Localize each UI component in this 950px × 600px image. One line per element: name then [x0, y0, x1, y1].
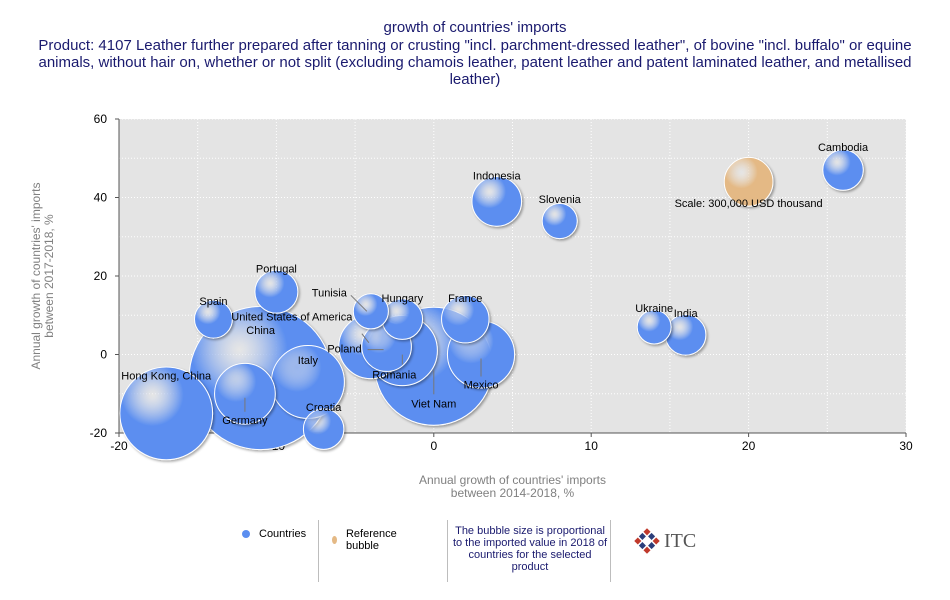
- y-axis-title: between 2017-2018, %: [42, 214, 56, 338]
- bubble-spain[interactable]: [194, 299, 233, 339]
- bubble-label: Romania: [372, 370, 417, 382]
- bubble-label: Slovenia: [539, 194, 582, 206]
- bubble-label: Tunisia: [312, 287, 348, 299]
- bubble-scale-300-000-usd-thousand[interactable]: [723, 156, 774, 207]
- x-tick-label: 0: [430, 439, 437, 453]
- bubble-label: Poland: [327, 344, 361, 356]
- bubble-hong-kong-china[interactable]: [119, 366, 214, 461]
- bubble-label: United States of America: [231, 312, 353, 324]
- legend-item-reference[interactable]: Reference bubble: [332, 528, 400, 552]
- legend-divider: [318, 520, 319, 582]
- bubble-label: Hungary: [382, 293, 424, 305]
- bubble-label: Viet Nam: [411, 398, 456, 410]
- legend-note: The bubble size is proportional to the i…: [452, 525, 608, 573]
- y-tick-label: 0: [100, 348, 107, 362]
- y-tick-label: 40: [94, 191, 108, 205]
- bubble-label: Mexico: [464, 380, 499, 392]
- bubble-label: Croatia: [306, 402, 342, 414]
- legend-item-countries[interactable]: Countries: [242, 528, 306, 540]
- y-tick-label: -20: [90, 426, 108, 440]
- x-tick-label: 30: [899, 439, 913, 453]
- y-tick-label: 20: [94, 269, 108, 283]
- label-leader-line: [350, 294, 368, 312]
- bubble-label: Ukraine: [635, 303, 673, 315]
- bubble-portugal[interactable]: [254, 269, 299, 314]
- bubble-ukraine[interactable]: [636, 309, 672, 345]
- label-leader-line: [361, 333, 370, 343]
- bubble-label: Portugal: [256, 264, 297, 276]
- chart-subtitle: Product: 4107 Leather further prepared a…: [38, 37, 912, 88]
- bubble-tunisia[interactable]: [352, 293, 389, 330]
- bubble-label: Germany: [222, 415, 268, 427]
- reference-dot-icon: [332, 536, 337, 544]
- bubble-indonesia[interactable]: [471, 176, 523, 227]
- bubble-label: Hong Kong, China: [121, 370, 212, 382]
- bubble-label: Scale: 300,000 USD thousand: [675, 198, 823, 210]
- bubble-croatia[interactable]: [302, 408, 345, 450]
- legend-label-countries: Countries: [259, 528, 307, 540]
- bubble-france[interactable]: [441, 294, 490, 344]
- legend-divider: [447, 520, 448, 582]
- bubble-label: France: [448, 293, 482, 305]
- x-tick-label: -20: [110, 439, 128, 453]
- y-tick-label: 60: [94, 112, 108, 126]
- bubble-label: Indonesia: [473, 170, 522, 182]
- bubble-label: Spain: [199, 296, 227, 308]
- bubble-slovenia[interactable]: [541, 203, 578, 240]
- x-tick-label: 10: [585, 439, 599, 453]
- bubble-label: India: [674, 308, 699, 320]
- itc-logo: ITC: [634, 528, 696, 554]
- x-axis-title: between 2014-2018, %: [451, 486, 575, 500]
- bubble-india[interactable]: [664, 314, 707, 356]
- itc-logo-text: ITC: [664, 529, 697, 552]
- bubble-label: Cambodia: [818, 142, 869, 154]
- bubble-label: Italy: [298, 355, 319, 367]
- legend-label-reference: Reference bubble: [345, 528, 397, 552]
- x-tick-label: 20: [742, 439, 756, 453]
- bubble-cambodia[interactable]: [822, 149, 864, 191]
- legend-divider: [610, 520, 611, 582]
- bubble-germany[interactable]: [214, 362, 276, 425]
- chart-title: growth of countries' imports: [383, 19, 567, 36]
- itc-logo-icon: [634, 528, 660, 554]
- countries-dot-icon: [242, 530, 250, 538]
- bubble-label: China: [246, 325, 276, 337]
- x-axis-title: Annual growth of countries' imports: [419, 473, 606, 487]
- y-axis-title: Annual growth of countries' imports: [29, 182, 43, 369]
